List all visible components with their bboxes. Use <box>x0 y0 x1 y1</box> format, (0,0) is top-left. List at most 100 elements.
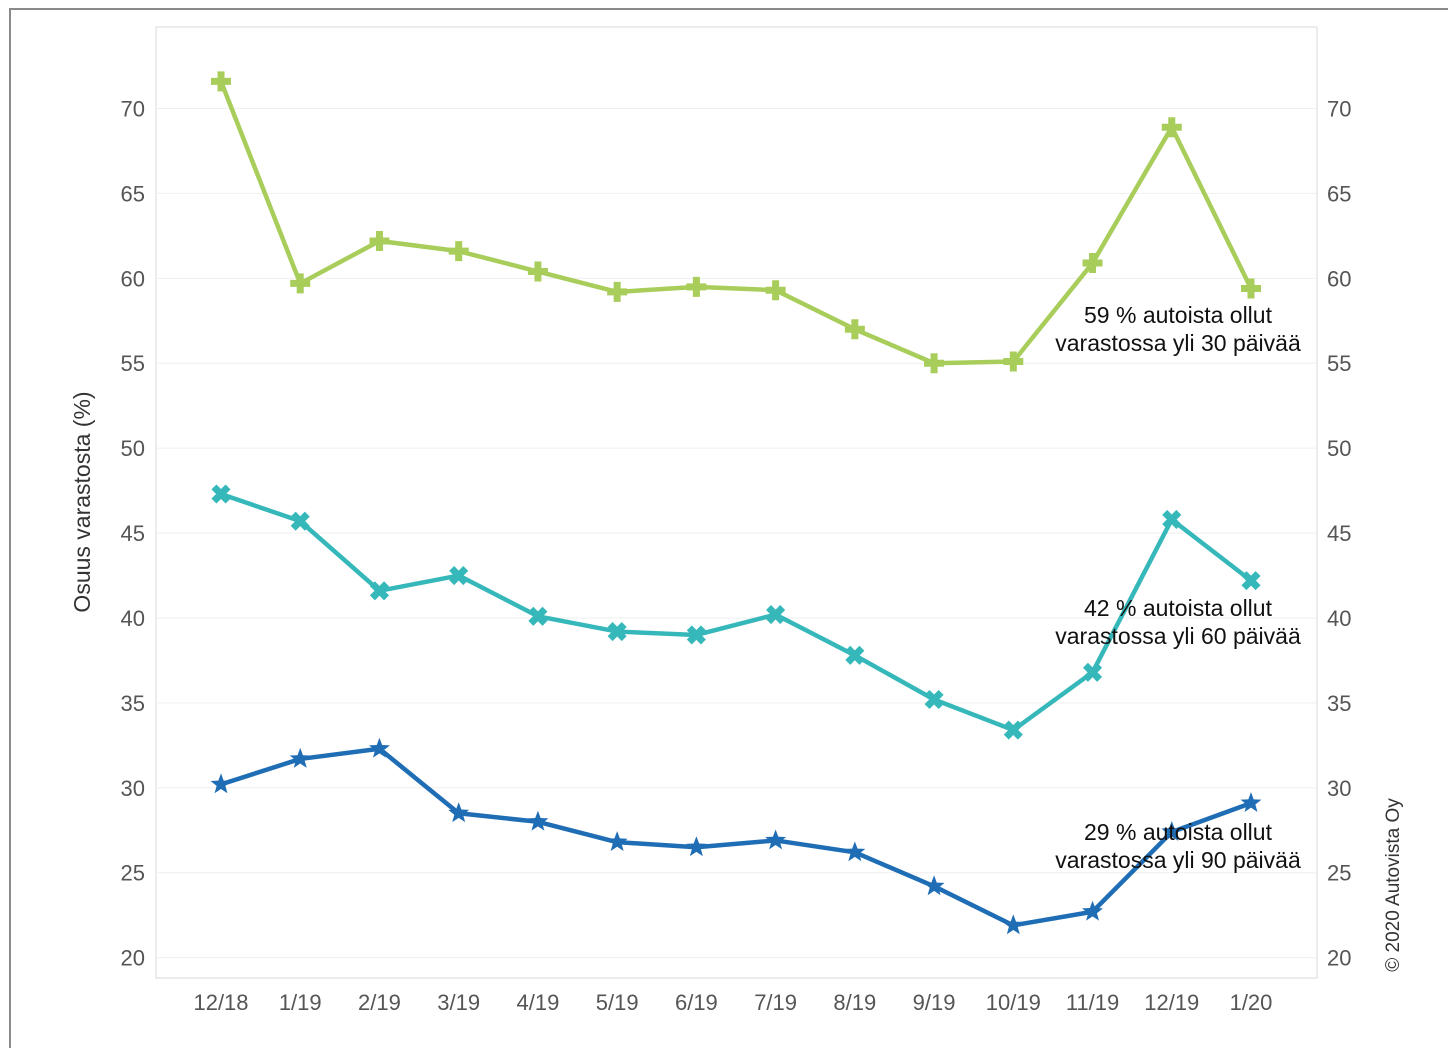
data-point <box>845 645 865 665</box>
series-line <box>218 79 1254 366</box>
y-tick-label-left: 60 <box>121 266 145 291</box>
data-point <box>924 689 944 710</box>
data-point <box>211 71 231 92</box>
series-star <box>210 737 1262 935</box>
data-point <box>765 280 786 301</box>
x-tick-label: 11/19 <box>1066 990 1119 1015</box>
data-point <box>686 276 707 297</box>
x-tick-label: 7/19 <box>754 990 797 1015</box>
y-tick-label-right: 20 <box>1327 946 1351 971</box>
chart-frame <box>9 8 1448 1048</box>
y-tick-label-right: 70 <box>1327 97 1351 122</box>
x-tick-label: 5/19 <box>596 990 639 1015</box>
y-tick-label-right: 25 <box>1327 861 1351 886</box>
data-point <box>765 829 787 850</box>
data-point <box>210 773 232 794</box>
data-point <box>1082 253 1103 274</box>
data-point <box>369 581 390 601</box>
data-point <box>1240 792 1262 812</box>
y-tick-label-left: 30 <box>121 776 145 801</box>
data-point <box>448 802 470 823</box>
x-tick-label: 8/19 <box>833 990 876 1015</box>
data-point <box>766 605 786 625</box>
y-tick-label-left: 40 <box>121 606 145 631</box>
x-axis: 12/18 1/19 2/19 3/19 4/19 5/19 6/19 7/19 8/19 9/1… <box>193 990 1272 1015</box>
data-point <box>924 353 945 374</box>
y-tick-label-left: 70 <box>121 97 145 122</box>
series-line <box>218 746 1254 928</box>
annotation-line: varastossa yli 60 päivää <box>1055 623 1301 649</box>
data-point <box>369 230 390 251</box>
y-tick-label-left: 55 <box>121 351 145 376</box>
x-tick-label: 9/19 <box>913 990 956 1015</box>
data-point <box>1082 900 1103 921</box>
data-point <box>923 875 945 896</box>
plot-area <box>155 26 1318 979</box>
y-tick-label-right: 40 <box>1327 606 1351 631</box>
data-point <box>449 565 469 586</box>
annotation-line: 59 % autoista ollut <box>1084 302 1273 328</box>
annotation-line: 42 % autoista ollut <box>1084 595 1273 621</box>
annotation-line: varastossa yli 30 päivää <box>1055 330 1301 356</box>
y-tick-label-right: 65 <box>1327 181 1351 206</box>
x-tick-label: 10/19 <box>986 990 1041 1015</box>
y-axis-label: Osuus varastosta (%) <box>69 391 95 612</box>
series-layer <box>210 71 1262 935</box>
y-tick-label-right: 60 <box>1327 266 1351 291</box>
x-tick-label: 12/19 <box>1144 990 1199 1015</box>
x-tick-label: 1/19 <box>279 990 322 1015</box>
data-point <box>686 625 706 645</box>
x-tick-label: 6/19 <box>675 990 718 1015</box>
copyright-text: © 2020 Autovista Oy <box>1383 798 1404 972</box>
y-tick-label-left: 20 <box>121 946 145 971</box>
data-point <box>844 319 865 340</box>
y-tick-label-left: 50 <box>121 436 145 461</box>
y-tick-label-right: 30 <box>1327 776 1351 801</box>
data-point <box>369 737 390 758</box>
data-point <box>290 273 311 294</box>
y-axis-left: 20 25 30 35 40 45 50 55 60 65 70 <box>121 97 145 971</box>
data-point <box>1241 571 1261 591</box>
y-tick-label-right: 55 <box>1327 351 1351 376</box>
data-point <box>607 622 627 642</box>
y-tick-label-right: 45 <box>1327 521 1351 546</box>
y-tick-label-left: 65 <box>121 181 145 206</box>
y-axis-right: 20 25 30 35 40 45 50 55 60 65 70 <box>1327 97 1351 971</box>
data-point <box>1003 720 1023 740</box>
data-point <box>527 261 548 282</box>
data-point <box>290 511 310 531</box>
y-tick-label-right: 50 <box>1327 436 1351 461</box>
data-point <box>1082 662 1103 682</box>
series-plus <box>211 71 1261 374</box>
data-point <box>448 241 469 262</box>
x-tick-label: 2/19 <box>358 990 401 1015</box>
data-point <box>1003 351 1024 372</box>
data-point <box>289 747 311 768</box>
x-tick-label: 3/19 <box>437 990 480 1015</box>
data-point <box>685 836 707 857</box>
y-tick-label-left: 35 <box>121 691 145 716</box>
data-point <box>606 831 628 852</box>
series-cross <box>211 484 1261 740</box>
annotation-line: 29 % autoista ollut <box>1084 819 1273 845</box>
data-point <box>527 810 549 831</box>
data-point <box>1241 278 1261 299</box>
y-tick-label-left: 25 <box>121 861 145 886</box>
data-point <box>1002 914 1024 935</box>
data-point <box>1161 820 1183 841</box>
series-line <box>218 491 1254 733</box>
data-point <box>844 841 866 862</box>
data-point <box>211 484 231 504</box>
x-tick-label: 12/18 <box>193 990 248 1015</box>
y-tick-label-right: 35 <box>1327 691 1351 716</box>
x-tick-label: 1/20 <box>1230 990 1273 1015</box>
y-tick-label-left: 45 <box>121 521 145 546</box>
data-point <box>1161 117 1182 138</box>
data-point <box>1162 509 1182 530</box>
annotation-line: varastossa yli 90 päivää <box>1055 847 1301 873</box>
gridlines <box>156 108 1317 959</box>
data-point <box>528 606 548 626</box>
data-point <box>607 281 628 302</box>
